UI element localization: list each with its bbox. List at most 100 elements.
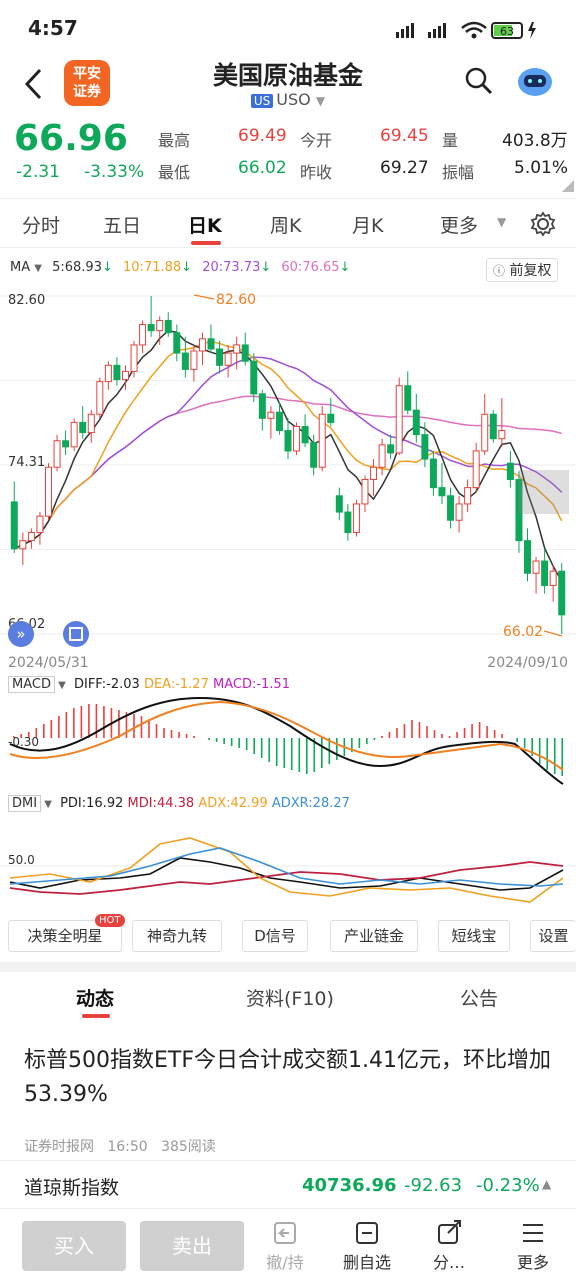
share-button[interactable]: 分…: [414, 1219, 484, 1273]
amplitude-label: 振幅: [442, 163, 475, 182]
dmi-adxr: ADXR:28.27: [271, 796, 350, 811]
tab-daily-k[interactable]: 日K: [188, 215, 222, 237]
tab-five-day[interactable]: 五日: [103, 215, 142, 237]
chip-settings[interactable]: 设置: [530, 920, 576, 952]
buy-button[interactable]: 买入: [22, 1221, 126, 1271]
y-axis-mid: 74.31: [8, 455, 45, 470]
chip-decision-star[interactable]: 决策全明星: [8, 920, 122, 952]
search-icon[interactable]: [464, 66, 494, 96]
expand-arrows-icon[interactable]: »: [8, 621, 34, 647]
candle: [352, 503, 360, 533]
undo-hold-button[interactable]: 撤/持: [250, 1219, 320, 1273]
top-bar: 平安 证券 美国原油基金 US USO ▼: [0, 52, 576, 118]
info-tabs: 动态 资料(F10) 公告: [0, 972, 576, 1022]
tab-monthly-k[interactable]: 月K: [352, 215, 384, 237]
candle: [429, 458, 437, 489]
tab-intraday[interactable]: 分时: [22, 215, 61, 237]
sell-button[interactable]: 卖出: [140, 1221, 244, 1271]
candle: [130, 344, 138, 372]
chip-magic-nine[interactable]: 神奇九转: [132, 920, 222, 952]
gear-icon[interactable]: [530, 211, 556, 237]
dmi-pdi: PDI:16.92: [60, 796, 124, 811]
security-code[interactable]: US USO ▼: [0, 90, 576, 109]
volume-value: 403.8万: [502, 131, 568, 151]
tab-weekly-k[interactable]: 周K: [270, 215, 302, 237]
candle: [70, 421, 78, 448]
candle: [532, 560, 540, 574]
candle: [10, 501, 18, 550]
candle: [549, 570, 557, 586]
candle: [558, 570, 566, 616]
candle: [19, 540, 27, 550]
ticker-pct: -0.23%: [476, 1175, 540, 1196]
more-button[interactable]: 更多: [498, 1219, 568, 1273]
candle: [53, 440, 61, 468]
candle: [44, 466, 52, 517]
chip-d-signal[interactable]: D信号: [242, 920, 308, 952]
candle: [472, 450, 480, 489]
status-icons: 63: [396, 21, 536, 39]
last-price: 66.96: [14, 118, 128, 159]
tab-f10[interactable]: 资料(F10): [246, 988, 334, 1010]
chip-industry-chain[interactable]: 产业链金: [330, 920, 418, 952]
dmi-adx: ADX:42.99: [198, 796, 268, 811]
prev-close-value: 69.27: [380, 158, 429, 178]
candle: [541, 560, 549, 586]
expand-corner-icon[interactable]: [562, 180, 574, 192]
robot-assistant-icon[interactable]: [515, 62, 555, 100]
date-start: 2024/05/31: [8, 655, 89, 671]
candle: [284, 430, 292, 452]
news-meta: 证券时报网 16:50 385阅读: [24, 1139, 216, 1155]
active-tab-indicator: [191, 241, 221, 245]
prev-close-label: 昨收: [300, 163, 333, 182]
candle: [293, 425, 301, 452]
high-value: 69.49: [238, 126, 287, 146]
candle: [241, 344, 249, 362]
candle: [344, 511, 352, 533]
tab-announcements[interactable]: 公告: [460, 988, 499, 1010]
tab-more[interactable]: 更多: [440, 215, 479, 237]
page-title: 美国原油基金: [212, 61, 363, 90]
ma-legend[interactable]: MA ▼ 5:68.93↓ 10:71.88↓ 20:73.73↓ 60:76.…: [10, 260, 351, 275]
adjust-toggle[interactable]: ⓘ 前复权: [486, 258, 559, 282]
back-icon[interactable]: [22, 68, 46, 100]
candle: [96, 381, 104, 415]
chip-short-term[interactable]: 短线宝: [438, 920, 510, 952]
battery-level: 63: [500, 25, 514, 38]
ma20-line: [13, 356, 563, 550]
candle: [310, 442, 318, 468]
candle: [327, 413, 335, 423]
candle: [156, 319, 164, 332]
bottom-action-bar: 买入 卖出 撤/持 删自选 分… 更多: [0, 1208, 576, 1280]
remove-icon: [356, 1222, 378, 1244]
macd-legend[interactable]: MACD ▼ DIFF:-2.03 DEA:-1.27 MACD:-1.51: [8, 676, 290, 693]
index-ticker[interactable]: 道琼斯指数 40736.96 -92.63 -0.23% ▲: [0, 1160, 576, 1208]
ma10-line: [13, 340, 563, 550]
candle: [207, 338, 215, 350]
info-tab-indicator: [82, 1014, 110, 1018]
tab-news[interactable]: 动态: [76, 988, 115, 1010]
open-value: 69.45: [380, 126, 429, 146]
dmi-legend[interactable]: DMI ▼ PDI:16.92 MDI:44.38 ADX:42.99 ADXR…: [8, 795, 350, 812]
candle: [395, 385, 403, 454]
undo-icon: [274, 1222, 296, 1244]
feature-chips: 决策全明星 HOT 神奇九转 D信号 产业链金 短线宝 设置: [0, 914, 576, 960]
candlestick-chart[interactable]: 82.60 74.31 66.02 82.60 66.02 2024/05/31…: [0, 282, 576, 672]
candle: [190, 350, 198, 370]
candle: [318, 413, 326, 468]
candle: [421, 434, 429, 460]
status-bar: 4:57 63: [0, 0, 576, 52]
news-headline[interactable]: 标普500指数ETF今日合计成交额1.41亿元，环比增加53.39%: [24, 1048, 551, 1107]
chevron-up-icon: ▲: [542, 1177, 552, 1191]
date-end: 2024/09/10: [487, 655, 568, 671]
remove-watchlist-button[interactable]: 删自选: [332, 1219, 402, 1273]
candle: [275, 411, 283, 432]
section-divider: [0, 962, 576, 972]
fullscreen-icon[interactable]: [63, 621, 89, 647]
candle: [335, 495, 343, 513]
svg-text:»: »: [16, 625, 25, 643]
macd-axis: -0.30: [8, 735, 39, 749]
candle: [301, 425, 309, 444]
candle: [139, 324, 147, 346]
candle: [370, 466, 378, 480]
